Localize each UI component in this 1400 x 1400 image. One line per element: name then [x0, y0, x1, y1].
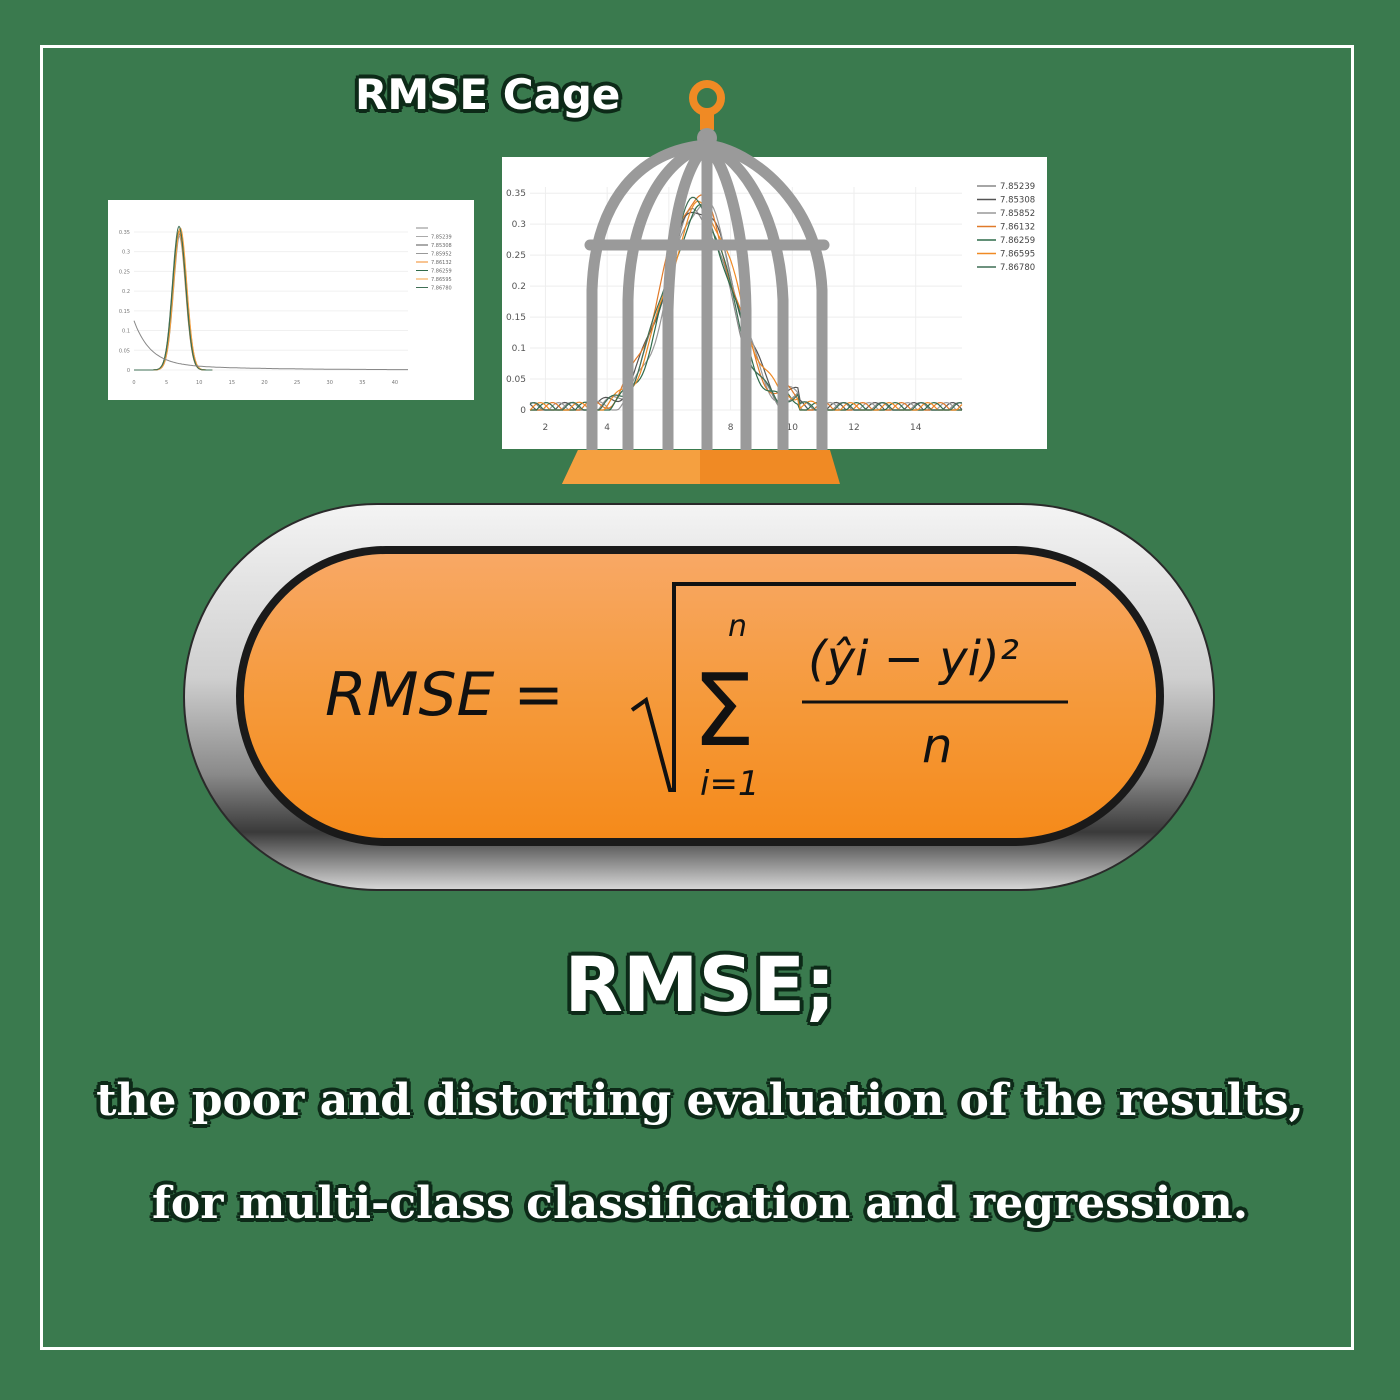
- legend-label: 7.86780: [431, 286, 452, 292]
- x-tick-label: 8: [728, 423, 734, 433]
- decay-line: [133, 320, 408, 371]
- cage-bars: [584, 139, 830, 456]
- sigma-symbol: Σ: [692, 652, 755, 769]
- denominator: n: [922, 718, 952, 774]
- y-tick-label: 0.2: [122, 289, 130, 295]
- legend-label: 7.85852: [1000, 209, 1035, 219]
- legend-label: 7.85308: [431, 243, 452, 249]
- birdcage-illustration: [562, 80, 840, 484]
- radical-sign: [630, 582, 1076, 792]
- y-tick-label: 0.05: [119, 348, 130, 354]
- x-tick-label: 12: [848, 423, 859, 433]
- x-tick-label: 20: [261, 380, 267, 386]
- subtitle-line-1: the poor and distorting evaluation of th…: [96, 1075, 1304, 1126]
- x-tick-label: 25: [294, 380, 300, 386]
- legend-label: 7.85952: [431, 252, 452, 258]
- x-tick-label: 15: [229, 380, 235, 386]
- legend-label: 7.86595: [431, 277, 452, 283]
- series-line: [134, 233, 213, 371]
- legend-label: 7.86259: [1000, 236, 1035, 246]
- sum-upper: n: [728, 609, 747, 644]
- x-tick-label: 10: [196, 380, 202, 386]
- x-tick-label: 40: [392, 380, 398, 386]
- small-chart: 0.35 0.3 0.25 0.2 0.15 0.1 0.05 0 0 5 10 15 20 25 30 35…: [108, 200, 474, 400]
- y-tick-label: 0.2: [512, 282, 526, 292]
- legend-label: 7.85239: [431, 235, 452, 241]
- rmse-formula-pill: RMSE = n Σ i=1 (ŷi − yi)² n: [183, 503, 1215, 891]
- cage-ring: [689, 80, 725, 148]
- y-tick-label: 0.35: [506, 189, 526, 199]
- cage-title: RMSE Cage: [355, 70, 621, 119]
- legend-label: 7.86595: [1000, 250, 1035, 260]
- x-tick-label: 30: [327, 380, 333, 386]
- y-tick-label: 0.25: [119, 269, 130, 275]
- y-tick-label: 0.25: [506, 251, 526, 261]
- y-tick-label: 0: [520, 406, 526, 416]
- subtitle-line-2: for multi-class classification and regre…: [151, 1178, 1249, 1229]
- main-title: RMSE;: [564, 940, 836, 1029]
- small-chart-svg: 0.35 0.3 0.25 0.2 0.15 0.1 0.05 00 5 10 15 20 25 30 35…: [119, 225, 452, 386]
- formula-lhs: RMSE =: [325, 660, 564, 730]
- y-tick-label: 0: [127, 368, 130, 374]
- legend-label: 7.86259: [431, 269, 452, 275]
- series-line: [134, 231, 213, 371]
- legend-label: 7.86780: [1000, 263, 1035, 273]
- y-tick-label: 0.1: [122, 329, 130, 335]
- y-tick-label: 0.3: [512, 220, 526, 230]
- legend-label: 7.85308: [1000, 196, 1035, 206]
- x-tick-label: 10: [787, 423, 799, 433]
- x-tick-label: 5: [165, 380, 168, 386]
- cage-base: [562, 450, 840, 484]
- border-frame: [40, 45, 1354, 1350]
- y-tick-label: 0.15: [506, 313, 526, 323]
- sum-lower: i=1: [700, 764, 760, 804]
- x-tick-label: 14: [910, 423, 922, 433]
- legend-label: 7.85239: [1000, 182, 1035, 192]
- series-line: [134, 225, 213, 371]
- y-tick-label: 0.3: [122, 250, 130, 256]
- x-tick-label: 2: [543, 423, 549, 433]
- y-tick-label: 0.05: [506, 375, 526, 385]
- y-tick-label: 0.1: [512, 344, 526, 354]
- y-tick-label: 0.35: [119, 230, 130, 236]
- x-tick-label: 0: [132, 380, 135, 386]
- y-tick-label: 0.15: [119, 309, 130, 315]
- pill-face: [244, 554, 1156, 838]
- legend-label: 7.86132: [431, 260, 452, 266]
- x-tick-label: 35: [359, 380, 365, 386]
- x-tick-label: 4: [604, 423, 610, 433]
- legend-label: 7.86132: [1000, 223, 1035, 233]
- numerator: (ŷi − yi)²: [808, 631, 1019, 687]
